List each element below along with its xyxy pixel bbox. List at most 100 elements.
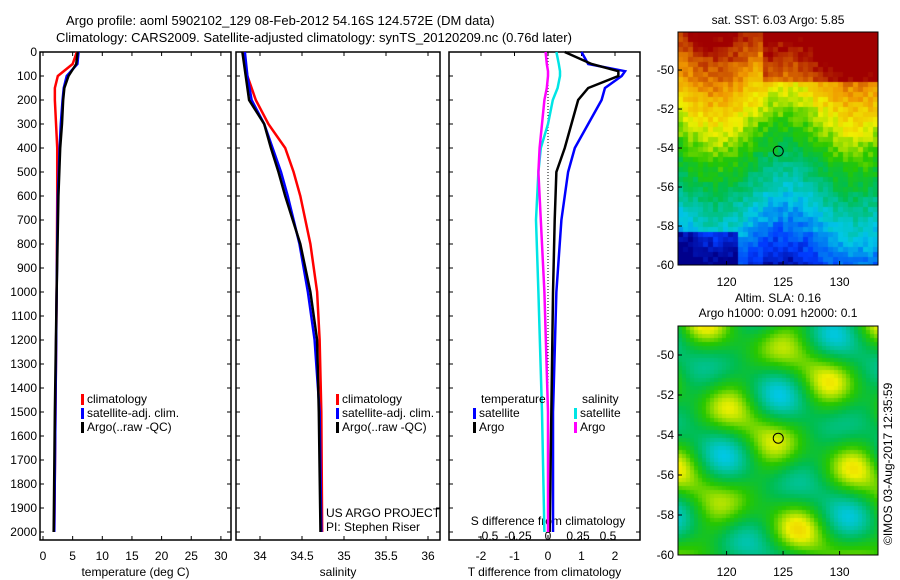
x-tick-label: 30: [214, 549, 228, 563]
legend-0-0-swatch: [81, 394, 84, 405]
map-x-tick-label: 120: [717, 565, 737, 579]
legend-1-0-label: climatology: [342, 392, 402, 406]
map-y-tick-label: -52: [657, 102, 675, 116]
map-x-tick-label: 125: [773, 275, 793, 289]
x-axis-label: T difference from climatology: [468, 565, 622, 579]
y-tick-label: 1700: [10, 453, 37, 467]
y-tick-label: 400: [17, 141, 37, 155]
legend-0-1-label: satellite-adj. clim.: [87, 406, 179, 420]
y-tick-label: 1000: [10, 285, 37, 299]
annotation-line-1: US ARGO PROJECT: [326, 506, 441, 520]
series-satellite-adj-clim-: [243, 51, 323, 533]
legend-s-title: salinity: [582, 392, 619, 406]
map-x-tick-label: 120: [717, 275, 737, 289]
sst-map-frame: [677, 31, 879, 266]
y-tick-label: 300: [17, 117, 37, 131]
y-tick-label: 100: [17, 69, 37, 83]
x-axis-label: salinity: [320, 565, 357, 579]
sla-map-frame: [677, 325, 879, 556]
map-y-tick-label: -60: [657, 548, 675, 562]
x-tick-label: 15: [125, 549, 139, 563]
y-tick-label: 1200: [10, 333, 37, 347]
legend-t-sat-swatch: [473, 408, 476, 419]
argo-location-marker: [772, 432, 784, 444]
legend-t-argo-swatch: [473, 422, 476, 433]
y-tick-label: 2000: [10, 525, 37, 539]
x-tick-label: 36: [421, 549, 435, 563]
y-tick-label: 1500: [10, 405, 37, 419]
legend-0-0-label: climatology: [87, 392, 147, 406]
s-tick-label: 0.5: [600, 529, 617, 543]
x-tick-label: -2: [476, 549, 487, 563]
map-y-tick-label: -54: [657, 428, 675, 442]
y-tick-label: 700: [17, 213, 37, 227]
legend-s-sat-swatch: [574, 408, 577, 419]
legend-1-1-label: satellite-adj. clim.: [342, 406, 434, 420]
legend-0-2-label: Argo(..raw -QC): [87, 420, 172, 434]
map-y-tick-label: -56: [657, 180, 675, 194]
sla-map-heatmap: [678, 326, 878, 555]
legend-0-2-swatch: [81, 422, 84, 433]
series-t-argo: [548, 50, 620, 533]
y-tick-label: 1100: [11, 309, 37, 323]
y-tick-label: 800: [17, 237, 37, 251]
x-tick-label: 35: [337, 549, 351, 563]
s-tick-label: -0.5: [478, 529, 499, 543]
y-tick-label: 900: [17, 261, 37, 275]
series-t-satellite: [551, 51, 628, 532]
legend-s-argo-label: Argo: [580, 420, 606, 434]
panel-frame-0: [39, 51, 232, 541]
map-title: Altim. SLA: 0.16: [735, 291, 821, 305]
series-climatology: [241, 51, 324, 533]
legend-1-0-swatch: [336, 394, 339, 405]
x-axis-label: temperature (deg C): [81, 565, 189, 579]
title-line-2: Climatology: CARS2009. Satellite-adjuste…: [56, 30, 572, 45]
map-y-tick-label: -60: [657, 258, 675, 272]
y-tick-label: 1800: [10, 477, 37, 491]
legend-t-sat-label: satellite: [479, 406, 520, 420]
series-s-satellite: [534, 51, 562, 533]
map-y-tick-label: -58: [657, 219, 675, 233]
y-tick-label: 0: [30, 45, 37, 59]
legend-s-sat-label: satellite: [580, 406, 621, 420]
y-tick-label: 500: [17, 165, 37, 179]
y-tick-label: 1600: [10, 429, 37, 443]
map-x-tick-label: 125: [773, 565, 793, 579]
legend-0-1-swatch: [81, 408, 84, 419]
legend-1-1-swatch: [336, 408, 339, 419]
annotation-line-2: PI: Stephen Riser: [326, 520, 420, 534]
legend-t-title: temperature: [481, 392, 546, 406]
x-tick-label: 35.5: [374, 549, 398, 563]
x-tick-label: 34: [253, 549, 267, 563]
argo-location-marker: [772, 145, 784, 157]
map-y-tick-label: -50: [657, 348, 675, 362]
x-tick-label: 10: [96, 549, 110, 563]
s-tick-label: 0: [545, 529, 552, 543]
s-tick-label: -0.25: [504, 529, 532, 543]
y-tick-label: 200: [17, 93, 37, 107]
map-title: sat. SST: 6.03 Argo: 5.85: [712, 13, 845, 27]
sst-map-heatmap: [678, 32, 878, 265]
map-y-tick-label: -56: [657, 468, 675, 482]
title-line-1: Argo profile: aoml 5902102_129 08-Feb-20…: [66, 13, 495, 28]
y-tick-label: 600: [17, 189, 37, 203]
x-tick-label: 0: [545, 549, 552, 563]
x-tick-label: 2: [612, 549, 619, 563]
x-tick-label: 20: [155, 549, 169, 563]
panel-frame-2: [448, 51, 641, 541]
y-tick-label: 1400: [10, 381, 37, 395]
map-x-tick-label: 130: [830, 275, 850, 289]
series-argo-raw-qc-: [241, 51, 322, 533]
x-tick-label: 0: [40, 549, 47, 563]
map-title: Argo h1000: 0.091 h2000: 0.1: [699, 306, 858, 320]
series-s-argo: [537, 51, 550, 532]
legend-1-2-label: Argo(..raw -QC): [342, 420, 427, 434]
map-y-tick-label: -50: [657, 63, 675, 77]
x-tick-label: 5: [69, 549, 76, 563]
y-tick-label: 1300: [10, 357, 37, 371]
map-x-tick-label: 130: [830, 565, 850, 579]
legend-t-argo-label: Argo: [479, 420, 505, 434]
